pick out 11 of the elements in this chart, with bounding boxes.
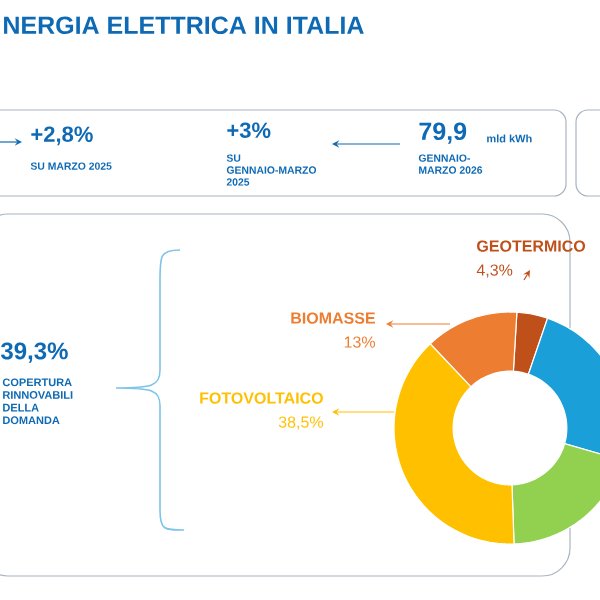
data-label: 38,5% — [278, 416, 324, 430]
text: +2,8% — [31, 126, 93, 146]
text: +3% — [227, 122, 271, 139]
legend-label: BIOMASSE — [291, 312, 375, 324]
text: 79,9 — [419, 122, 467, 144]
text: 39,3% — [0, 342, 68, 363]
data-label: 4,3% — [476, 264, 513, 278]
chart-title: NERGIA ELETTRICA IN ITALIA — [4, 16, 364, 35]
slice-label: FOTOVOLTAICO — [200, 392, 323, 404]
slice-label: GEOTERMICO — [477, 240, 586, 252]
data-label: 13% — [344, 336, 376, 348]
